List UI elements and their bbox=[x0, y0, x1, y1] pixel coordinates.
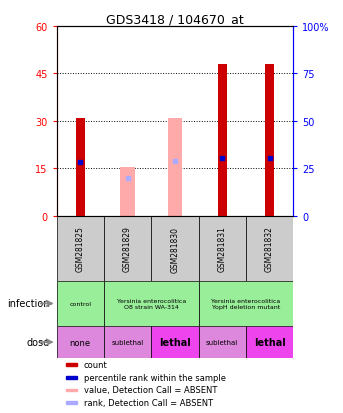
Bar bbox=[57, 282, 104, 326]
Bar bbox=[66, 401, 77, 404]
Text: lethal: lethal bbox=[254, 337, 285, 347]
Text: infection: infection bbox=[7, 299, 49, 309]
Text: sublethal: sublethal bbox=[111, 339, 144, 345]
Bar bbox=[265, 65, 274, 216]
Bar bbox=[104, 326, 151, 358]
Text: percentile rank within the sample: percentile rank within the sample bbox=[84, 373, 226, 382]
Bar bbox=[104, 216, 151, 282]
Text: lethal: lethal bbox=[159, 337, 191, 347]
Bar bbox=[218, 65, 227, 216]
Bar bbox=[151, 216, 199, 282]
Bar bbox=[57, 216, 104, 282]
Bar bbox=[76, 119, 85, 216]
Bar bbox=[246, 326, 293, 358]
Bar bbox=[66, 389, 77, 392]
Title: GDS3418 / 104670_at: GDS3418 / 104670_at bbox=[106, 13, 244, 26]
Bar bbox=[246, 216, 293, 282]
Text: rank, Detection Call = ABSENT: rank, Detection Call = ABSENT bbox=[84, 398, 213, 407]
Text: count: count bbox=[84, 360, 108, 369]
Text: none: none bbox=[70, 338, 91, 347]
Text: GSM281831: GSM281831 bbox=[218, 226, 227, 272]
Text: GSM281830: GSM281830 bbox=[170, 226, 179, 272]
Bar bbox=[66, 376, 77, 379]
Text: sublethal: sublethal bbox=[206, 339, 238, 345]
Bar bbox=[57, 326, 104, 358]
Text: Yersinia enterocolitica
O8 strain WA-314: Yersinia enterocolitica O8 strain WA-314 bbox=[117, 298, 186, 309]
Bar bbox=[66, 363, 77, 366]
Text: Yersinia enterocolitica
YopH deletion mutant: Yersinia enterocolitica YopH deletion mu… bbox=[211, 298, 281, 309]
Text: control: control bbox=[69, 301, 91, 306]
Bar bbox=[199, 216, 246, 282]
Bar bbox=[104, 282, 199, 326]
Bar bbox=[120, 167, 135, 216]
Text: value, Detection Call = ABSENT: value, Detection Call = ABSENT bbox=[84, 385, 217, 394]
Text: dose: dose bbox=[26, 337, 49, 347]
Bar bbox=[199, 282, 293, 326]
Text: GSM281825: GSM281825 bbox=[76, 226, 85, 272]
Text: GSM281832: GSM281832 bbox=[265, 226, 274, 272]
Bar bbox=[168, 119, 182, 216]
Text: GSM281829: GSM281829 bbox=[123, 226, 132, 272]
Bar bbox=[199, 326, 246, 358]
Bar bbox=[151, 326, 199, 358]
